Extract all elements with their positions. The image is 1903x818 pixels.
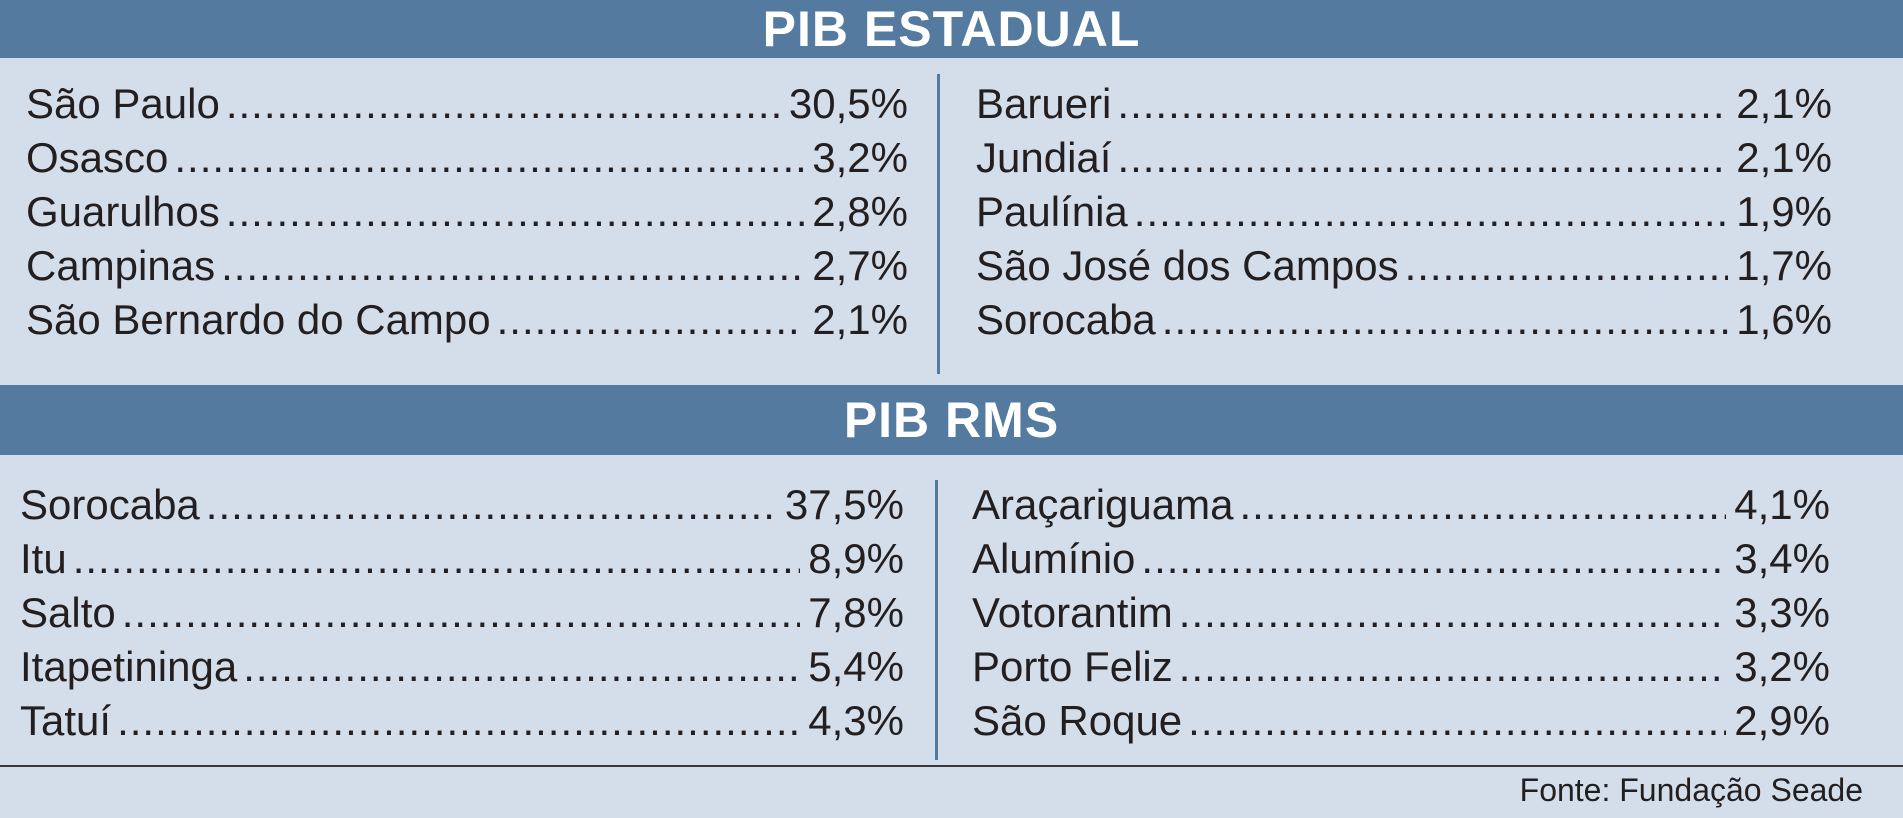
- city-name: Guarulhos: [26, 188, 220, 235]
- city-name: São José dos Campos: [976, 242, 1399, 289]
- city-name: Tatuí: [20, 697, 112, 744]
- dot-leader: [1188, 694, 1726, 748]
- dot-leader: [1162, 293, 1728, 347]
- city-name: Jundiaí: [976, 134, 1112, 181]
- pib-rms-left-column: Sorocaba37,5%Itu8,9%Salto7,8%Itapetining…: [20, 478, 904, 748]
- gdp-share-value: 3,3%: [1734, 589, 1830, 636]
- dot-leader: [1134, 185, 1728, 239]
- city-name: Alumínio: [972, 535, 1136, 582]
- table-row: Araçariguama 4,1%: [972, 478, 1830, 532]
- table-row: São José dos Campos 1,7%: [976, 239, 1832, 293]
- city-name: Osasco: [26, 134, 169, 181]
- table-row: Itapetininga 5,4%: [20, 640, 904, 694]
- gdp-share-value: 2,1%: [812, 296, 908, 343]
- table-row: Tatuí 4,3%: [20, 694, 904, 748]
- gdp-share-value: 8,9%: [808, 535, 904, 582]
- dot-leader: [1179, 640, 1727, 694]
- city-name: Sorocaba: [976, 296, 1156, 343]
- gdp-share-value: 2,1%: [1736, 134, 1832, 181]
- city-name: Votorantim: [972, 589, 1173, 636]
- column-divider: [937, 74, 940, 374]
- source-credit: Fonte: Fundação Seade: [1519, 772, 1863, 808]
- dot-leader: [122, 586, 801, 640]
- gdp-share-value: 1,6%: [1736, 296, 1832, 343]
- city-name: Barueri: [976, 80, 1112, 127]
- dot-leader: [226, 77, 781, 131]
- table-row: Porto Feliz 3,2%: [972, 640, 1830, 694]
- dot-leader: [226, 185, 804, 239]
- table-row: São Paulo 30,5%: [26, 77, 908, 131]
- table-row: Osasco 3,2%: [26, 131, 908, 185]
- dot-leader: [497, 293, 805, 347]
- table-row: Sorocaba 1,6%: [976, 293, 1832, 347]
- gdp-share-value: 2,1%: [1736, 80, 1832, 127]
- city-name: Campinas: [26, 242, 216, 289]
- dot-leader: [1117, 77, 1728, 131]
- gdp-share-value: 4,3%: [808, 697, 904, 744]
- dot-leader: [1239, 478, 1726, 532]
- gdp-share-value: 37,5%: [784, 481, 904, 528]
- gdp-share-value: 30,5%: [788, 80, 908, 127]
- table-row: Campinas 2,7%: [26, 239, 908, 293]
- gdp-share-value: 7,8%: [808, 589, 904, 636]
- dot-leader: [221, 239, 804, 293]
- gdp-share-value: 3,2%: [812, 134, 908, 181]
- city-name: São Roque: [972, 697, 1183, 744]
- gdp-share-value: 2,7%: [812, 242, 908, 289]
- gdp-share-value: 4,1%: [1734, 481, 1830, 528]
- table-row: Salto 7,8%: [20, 586, 904, 640]
- table-row: Itu 8,9%: [20, 532, 904, 586]
- section-title-pib-estadual: PIB ESTADUAL: [0, 0, 1903, 58]
- pib-estadual-left-column: São Paulo30,5%Osasco3,2%Guarulhos2,8%Cam…: [26, 77, 908, 347]
- city-name: Itapetininga: [20, 643, 238, 690]
- table-row: Sorocaba 37,5%: [20, 478, 904, 532]
- dot-leader: [117, 694, 800, 748]
- table-row: Votorantim 3,3%: [972, 586, 1830, 640]
- table-row: Guarulhos 2,8%: [26, 185, 908, 239]
- gdp-share-value: 5,4%: [808, 643, 904, 690]
- footer-rule: [0, 765, 1903, 767]
- table-row: Alumínio 3,4%: [972, 532, 1830, 586]
- gdp-share-value: 1,7%: [1736, 242, 1832, 289]
- dot-leader: [1117, 131, 1728, 185]
- gdp-share-value: 2,9%: [1734, 697, 1830, 744]
- gdp-share-value: 2,8%: [812, 188, 908, 235]
- pib-estadual-right-column: Barueri2,1%Jundiaí2,1%Paulínia1,9%São Jo…: [976, 77, 1832, 347]
- city-name: Sorocaba: [20, 481, 200, 528]
- dot-leader: [206, 478, 777, 532]
- table-row: São Bernardo do Campo 2,1%: [26, 293, 908, 347]
- city-name: Porto Feliz: [972, 643, 1173, 690]
- dot-leader: [1405, 239, 1729, 293]
- column-divider: [935, 480, 938, 760]
- dot-leader: [243, 640, 800, 694]
- table-row: Barueri 2,1%: [976, 77, 1832, 131]
- city-name: São Paulo: [26, 80, 220, 127]
- city-name: Paulínia: [976, 188, 1128, 235]
- dot-leader: [1179, 586, 1726, 640]
- table-row: Jundiaí 2,1%: [976, 131, 1832, 185]
- pib-rms-right-column: Araçariguama 4,1% Alumínio 3,4% Votorantim 3,…: [972, 478, 1830, 748]
- table-row: São Roque 2,9%: [972, 694, 1830, 748]
- city-name: Salto: [20, 589, 116, 636]
- city-name: Araçariguama: [972, 481, 1234, 528]
- gdp-share-value: 3,4%: [1734, 535, 1830, 582]
- table-row: Paulínia 1,9%: [976, 185, 1832, 239]
- dot-leader: [73, 532, 801, 586]
- gdp-share-value: 3,2%: [1734, 643, 1830, 690]
- section-title-pib-rms: PIB RMS: [0, 385, 1903, 455]
- gdp-share-value: 1,9%: [1736, 188, 1832, 235]
- dot-leader: [174, 131, 804, 185]
- dot-leader: [1141, 532, 1726, 586]
- city-name: São Bernardo do Campo: [26, 296, 491, 343]
- city-name: Itu: [20, 535, 67, 582]
